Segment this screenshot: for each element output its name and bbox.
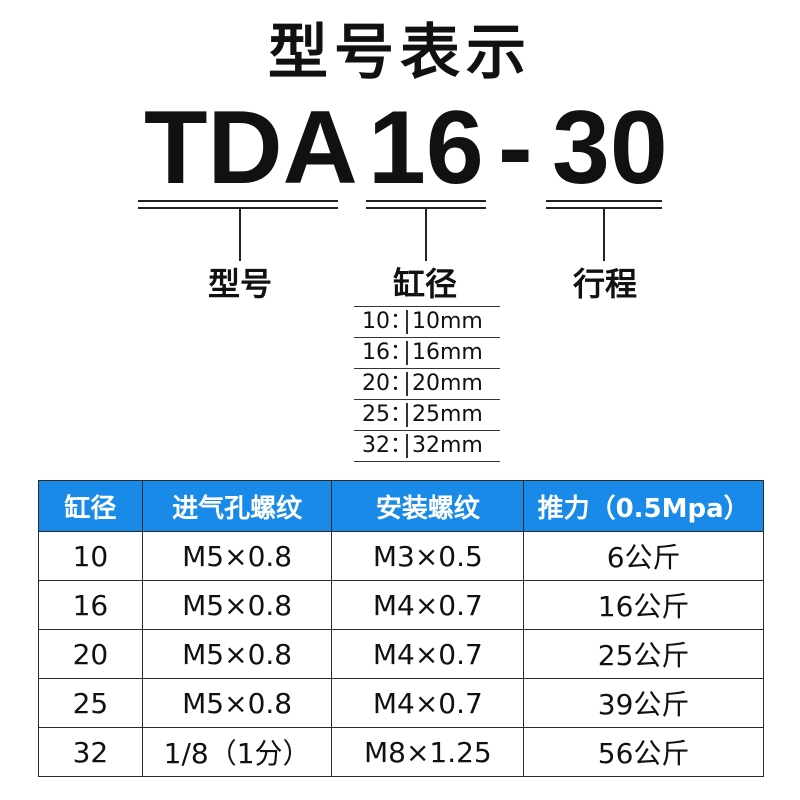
bore-option-value: 16mm — [412, 340, 483, 365]
cell-bore: 16 — [38, 580, 143, 630]
header-thrust: 推力（0.5Mpa） — [523, 480, 764, 532]
bore-option-row: 16： 16mm — [354, 337, 500, 368]
stroke-underline-2 — [546, 207, 662, 209]
cell-mount-thread: M8×1.25 — [331, 727, 525, 777]
code-stroke: 30 — [552, 90, 668, 206]
table-row: 32 1/8（1分） M8×1.25 56公斤 — [38, 727, 764, 777]
bore-option-value: 32mm — [412, 433, 483, 458]
spec-table: 缸径 进气孔螺纹 安装螺纹 推力（0.5Mpa） 10 M5×0.8 M3×0.… — [38, 480, 764, 777]
cell-mount-thread: M4×0.7 — [331, 678, 525, 728]
spec-table-header-row: 缸径 进气孔螺纹 安装螺纹 推力（0.5Mpa） — [38, 480, 764, 532]
table-row: 10 M5×0.8 M3×0.5 6公斤 — [38, 531, 764, 581]
bore-underline-2 — [366, 207, 486, 209]
series-underline-2 — [138, 207, 338, 209]
cell-port-thread: M5×0.8 — [141, 531, 333, 581]
series-leader-line — [239, 209, 241, 261]
page-title: 型号表示 — [268, 18, 532, 88]
bore-leader-line — [425, 209, 427, 261]
series-underline-1 — [138, 200, 338, 202]
bore-option-row: 32： 32mm — [354, 430, 500, 462]
cell-mount-thread: M3×0.5 — [331, 531, 525, 581]
table-row: 16 M5×0.8 M4×0.7 16公斤 — [38, 580, 764, 630]
cell-port-thread: M5×0.8 — [141, 629, 333, 679]
cell-mount-thread: M4×0.7 — [331, 580, 525, 630]
bore-option-row: 10： 10mm — [354, 306, 500, 337]
bore-option-value: 20mm — [412, 371, 483, 396]
cell-thrust: 56公斤 — [523, 727, 764, 777]
cell-port-thread: 1/8（1分） — [141, 727, 333, 777]
label-stroke: 行程 — [572, 265, 637, 303]
bore-option-row: 25： 25mm — [354, 399, 500, 430]
code-dash: - — [498, 90, 533, 206]
bore-option-divider — [406, 434, 408, 458]
bore-option-key: 32： — [362, 433, 412, 458]
bore-option-divider — [406, 403, 408, 427]
cell-bore: 10 — [38, 531, 143, 581]
bore-option-key: 25： — [362, 402, 412, 427]
bore-option-row: 20： 20mm — [354, 368, 500, 399]
cell-thrust: 39公斤 — [523, 678, 764, 728]
bore-option-divider — [406, 310, 408, 334]
header-bore: 缸径 — [38, 480, 143, 532]
bore-option-key: 20： — [362, 371, 412, 396]
bore-underline-1 — [366, 200, 486, 202]
cell-bore: 32 — [38, 727, 143, 777]
cell-port-thread: M5×0.8 — [141, 678, 333, 728]
stroke-leader-line — [603, 209, 605, 261]
code-bore: 16 — [368, 90, 484, 206]
cell-mount-thread: M4×0.7 — [331, 629, 525, 679]
table-row: 25 M5×0.8 M4×0.7 39公斤 — [38, 678, 764, 728]
bore-option-divider — [406, 372, 408, 396]
cell-thrust: 16公斤 — [523, 580, 764, 630]
header-port-thread: 进气孔螺纹 — [141, 480, 333, 532]
stroke-underline-1 — [546, 200, 662, 202]
label-model: 型号 — [207, 265, 272, 303]
cell-bore: 25 — [38, 678, 143, 728]
cell-thrust: 25公斤 — [523, 629, 764, 679]
bore-option-value: 10mm — [412, 309, 483, 334]
cell-thrust: 6公斤 — [523, 531, 764, 581]
table-row: 20 M5×0.8 M4×0.7 25公斤 — [38, 629, 764, 679]
bore-option-divider — [406, 341, 408, 365]
bore-option-key: 16： — [362, 340, 412, 365]
code-series: TDA — [144, 90, 358, 206]
cell-bore: 20 — [38, 629, 143, 679]
bore-options-list: 10： 10mm 16： 16mm 20： 20mm 25： 25mm 32： … — [354, 306, 500, 462]
cell-port-thread: M5×0.8 — [141, 580, 333, 630]
bore-option-value: 25mm — [412, 402, 483, 427]
bore-option-key: 10： — [362, 309, 412, 334]
label-bore: 缸径 — [392, 265, 457, 303]
header-mount-thread: 安装螺纹 — [331, 480, 525, 532]
